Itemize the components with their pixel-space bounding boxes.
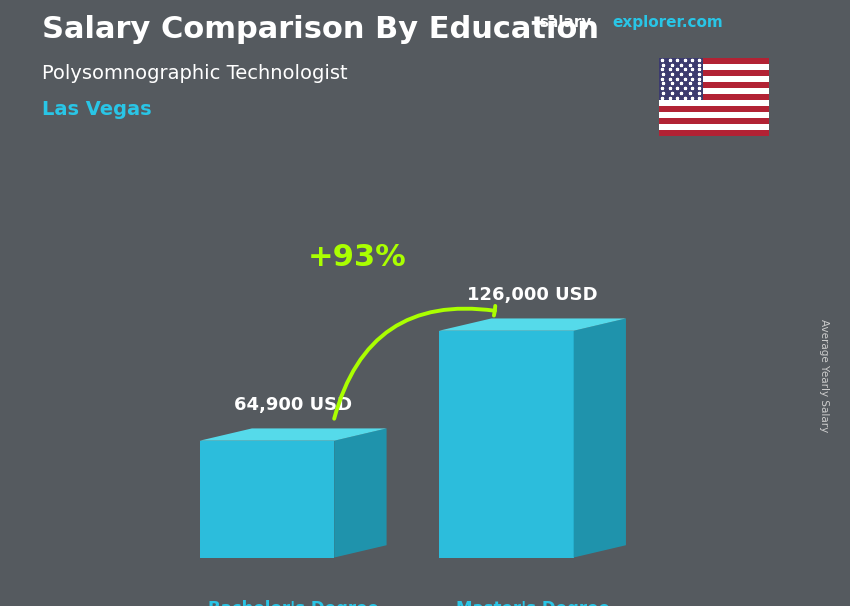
Bar bbox=[200, 441, 334, 558]
Bar bbox=[659, 124, 769, 130]
Text: Bachelor's Degree: Bachelor's Degree bbox=[207, 600, 378, 606]
Bar bbox=[659, 58, 769, 64]
Polygon shape bbox=[574, 319, 626, 558]
Bar bbox=[659, 130, 769, 136]
Bar bbox=[659, 112, 769, 118]
Polygon shape bbox=[200, 428, 387, 441]
Text: salary: salary bbox=[540, 15, 592, 30]
Bar bbox=[659, 82, 769, 88]
Bar bbox=[659, 76, 769, 82]
Bar bbox=[659, 118, 769, 124]
Polygon shape bbox=[439, 319, 626, 331]
Bar bbox=[659, 88, 769, 94]
Bar bbox=[659, 106, 769, 112]
Bar bbox=[659, 58, 703, 100]
Text: 126,000 USD: 126,000 USD bbox=[468, 287, 598, 304]
Text: +93%: +93% bbox=[308, 244, 406, 273]
Text: Polysomnographic Technologist: Polysomnographic Technologist bbox=[42, 64, 348, 82]
Polygon shape bbox=[334, 428, 387, 558]
Text: Average Yearly Salary: Average Yearly Salary bbox=[819, 319, 829, 432]
Bar bbox=[659, 100, 769, 106]
Text: Las Vegas: Las Vegas bbox=[42, 100, 152, 119]
Text: explorer.com: explorer.com bbox=[612, 15, 722, 30]
Bar bbox=[439, 331, 574, 558]
Bar bbox=[659, 70, 769, 76]
Bar bbox=[659, 64, 769, 70]
Bar bbox=[659, 94, 769, 100]
Text: Salary Comparison By Education: Salary Comparison By Education bbox=[42, 15, 599, 44]
Text: 64,900 USD: 64,900 USD bbox=[234, 396, 352, 415]
Text: Master's Degree: Master's Degree bbox=[456, 600, 609, 606]
